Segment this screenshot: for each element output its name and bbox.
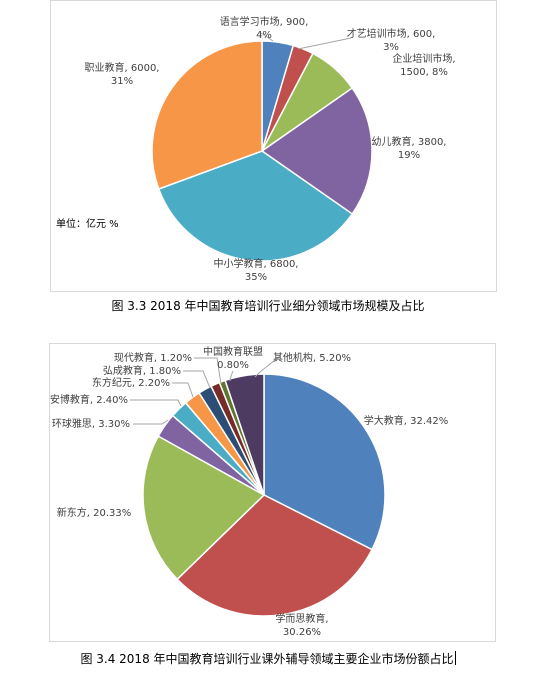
c2-slice-2 (142, 435, 266, 581)
market-segment-pie-chart: 语言学习市场, 900, 4% 才艺培训市场, 600, 3% 企业培训市场, 1500,… (50, 0, 497, 292)
c1-data-label-0: 语言学习市场, 900, 4% (220, 15, 309, 41)
c2-data-label-1: 学而思教育, 30.26% (275, 612, 328, 638)
c2-leader-line-4 (130, 399, 182, 407)
c2-slice-0 (263, 373, 386, 551)
c2-leader-line-7 (194, 357, 222, 385)
c2-data-label-7: 现代教育, 1.20% (114, 351, 192, 364)
c2-leader-line-5 (172, 382, 194, 398)
c1-slice-5 (151, 40, 263, 190)
c2-data-label-9: 其他机构, 5.20% (273, 351, 351, 364)
c2-data-label-0: 学大教育, 32.42% (364, 414, 449, 427)
c2-leader-line-9 (254, 355, 281, 378)
c1-leader-line-0 (260, 32, 274, 42)
c2-leader-line-8 (229, 370, 234, 382)
figure-caption-3-4: 图 3.4 2018 年中国教育培训行业课外辅导领域主要企业市场份额占比 (0, 650, 536, 667)
c1-data-label-2: 企业培训市场, 1500, 8% (392, 52, 455, 78)
text-cursor (454, 651, 456, 665)
c1-slice-3 (260, 87, 373, 215)
c2-data-label-2: 新东方, 20.33% (57, 506, 132, 519)
c1-slice-4 (157, 150, 354, 262)
c1-leader-line-1 (297, 37, 352, 50)
figure-caption-3-4-text: 图 3.4 2018 年中国教育培训行业课外辅导领域主要企业市场份额占比 (80, 652, 454, 666)
pie-chart-svg-2: 学大教育, 32.42% 学而思教育, 30.26% 新东方, 20.33% 环球雅思,… (50, 345, 449, 638)
c2-slice-9 (224, 373, 265, 496)
c2-data-label-4: 安博教育, 2.40% (50, 393, 128, 406)
c2-slice-1 (176, 494, 373, 617)
c1-data-label-1: 才艺培训市场, 600, 3% (347, 27, 436, 53)
c1-data-label-5: 职业教育, 6000, 31% (85, 61, 160, 87)
pie-chart-svg-1: 语言学习市场, 900, 4% 才艺培训市场, 600, 3%企业培训市场, 1500,… (56, 15, 456, 283)
c2-leader-line-6 (183, 370, 211, 389)
c2-leader-line-3 (133, 419, 169, 425)
c1-data-label-3: 幼儿教育, 3800, 19% (372, 135, 447, 161)
figure-caption-3-3: 图 3.3 2018 年中国教育培训行业细分领域市场规模及占比 (111, 299, 425, 313)
tutoring-share-pie-chart: 学大教育, 32.42% 学而思教育, 30.26% 新东方, 20.33% 环球雅思,… (49, 343, 496, 642)
c2-data-label-3: 环球雅思, 3.30% (52, 417, 130, 430)
c1-data-label-4: 中小学教育, 6800, 35% (214, 257, 299, 283)
c2-data-label-6: 弘成教育, 1.80% (103, 364, 181, 377)
c2-data-label-5: 东方纪元, 2.20% (92, 376, 170, 389)
c2-data-label-8: 中国教育联盟 0.80% (203, 345, 263, 371)
c1-unit-note: 单位：亿元 % (56, 217, 119, 230)
